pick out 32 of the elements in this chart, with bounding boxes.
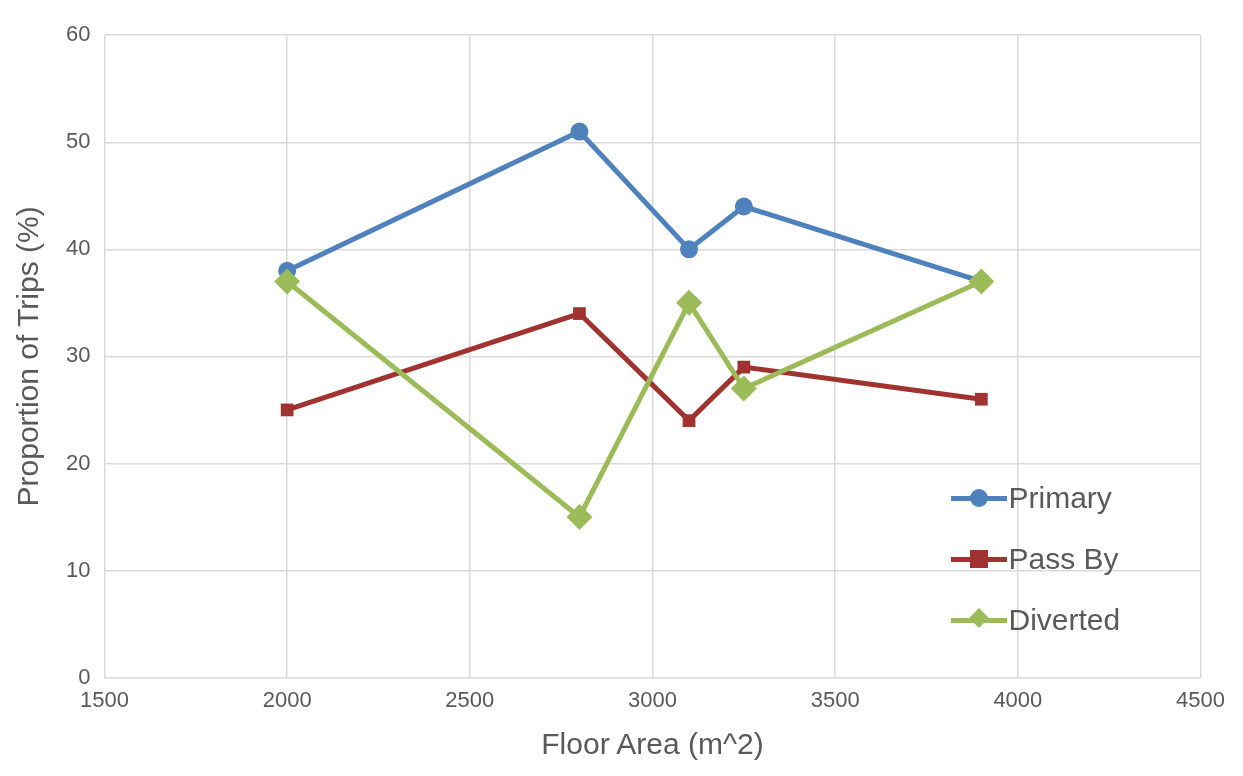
- x-tick-label: 3000: [628, 686, 677, 712]
- legend-label: Diverted: [1008, 603, 1121, 638]
- point: [974, 392, 988, 406]
- x-tick-label: 1500: [79, 686, 129, 712]
- y-tick-label: 40: [65, 235, 91, 261]
- y-tick-label: 20: [65, 449, 91, 475]
- x-tick-label: 2500: [445, 686, 495, 712]
- x-tick-label: 4500: [1176, 686, 1226, 712]
- point: [274, 268, 301, 295]
- point: [280, 403, 294, 417]
- point: [676, 289, 703, 316]
- point: [680, 240, 699, 259]
- y-tick-label: 30: [65, 342, 91, 368]
- x-tick-label: 2000: [262, 686, 312, 712]
- point: [570, 122, 589, 141]
- point: [737, 360, 751, 374]
- point: [734, 197, 753, 216]
- y-tick-label: 0: [78, 663, 91, 689]
- point: [730, 375, 757, 402]
- point: [968, 268, 995, 295]
- x-axis-title: Floor Area (m^2): [541, 727, 764, 761]
- y-axis-title: Proportion of Trips (%): [11, 206, 45, 507]
- legend-label: Primary: [1008, 481, 1112, 516]
- y-tick-label: 60: [65, 21, 91, 47]
- y-tick-label: 10: [65, 556, 91, 582]
- point: [566, 504, 593, 530]
- point: [682, 414, 696, 427]
- legend-label: Pass By: [1008, 542, 1119, 577]
- x-tick-label: 4000: [993, 686, 1043, 712]
- point: [573, 307, 586, 320]
- y-tick-label: 50: [65, 128, 91, 154]
- x-tick-label: 3500: [810, 686, 860, 712]
